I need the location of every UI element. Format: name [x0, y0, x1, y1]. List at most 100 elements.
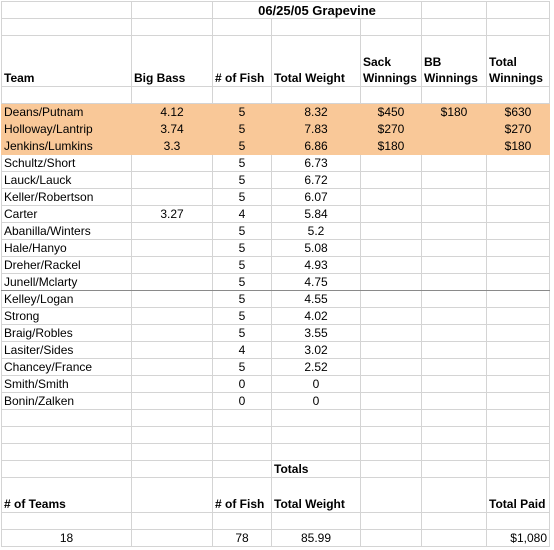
cell-team[interactable]: Dreher/Rackel: [1, 256, 132, 274]
totals-num-teams[interactable]: 18: [1, 529, 132, 547]
cell-total-winnings[interactable]: [486, 239, 550, 257]
cell-bb-winnings[interactable]: $180: [421, 103, 487, 121]
cell-team[interactable]: Schultz/Short: [1, 154, 132, 172]
cell-big-bass[interactable]: [131, 188, 213, 206]
cell-big-bass[interactable]: [131, 154, 213, 172]
totals-total-weight[interactable]: 85.99: [271, 529, 361, 547]
cell-big-bass[interactable]: [131, 307, 213, 325]
cell-team[interactable]: Abanilla/Winters: [1, 222, 132, 240]
cell-team[interactable]: Junell/Mclarty: [1, 273, 132, 291]
cell-big-bass[interactable]: [131, 341, 213, 359]
cell-num-fish[interactable]: 5: [212, 307, 272, 325]
cell-total-weight[interactable]: 4.93: [271, 256, 361, 274]
cell-total-winnings[interactable]: [486, 205, 550, 223]
totals-num-fish[interactable]: 78: [212, 529, 272, 547]
sheet-title[interactable]: 06/25/05 Grapevine: [212, 1, 422, 19]
cell-bb-winnings[interactable]: [421, 358, 487, 376]
cell-num-fish[interactable]: 5: [212, 324, 272, 342]
header-team[interactable]: Team: [1, 35, 132, 87]
header-total-winnings[interactable]: Total Winnings: [486, 35, 550, 87]
cell-bb-winnings[interactable]: [421, 256, 487, 274]
cell-big-bass[interactable]: [131, 239, 213, 257]
cell-total-weight[interactable]: 3.02: [271, 341, 361, 359]
header-bb-winnings[interactable]: BB Winnings: [421, 35, 487, 87]
cell-bb-winnings[interactable]: [421, 375, 487, 393]
cell-num-fish[interactable]: 5: [212, 120, 272, 138]
cell-total-winnings[interactable]: [486, 256, 550, 274]
cell-team[interactable]: Strong: [1, 307, 132, 325]
cell-total-weight[interactable]: 8.32: [271, 103, 361, 121]
cell-sack-winnings[interactable]: $450: [360, 103, 422, 121]
cell-bb-winnings[interactable]: [421, 154, 487, 172]
cell-team[interactable]: Carter: [1, 205, 132, 223]
cell-sack-winnings[interactable]: [360, 324, 422, 342]
cell-total-weight[interactable]: 5.08: [271, 239, 361, 257]
cell-bb-winnings[interactable]: [421, 341, 487, 359]
cell-sack-winnings[interactable]: [360, 205, 422, 223]
cell-total-weight[interactable]: 5.84: [271, 205, 361, 223]
cell-bb-winnings[interactable]: [421, 290, 487, 308]
cell-bb-winnings[interactable]: [421, 392, 487, 410]
cell-num-fish[interactable]: 4: [212, 341, 272, 359]
cell-sack-winnings[interactable]: [360, 358, 422, 376]
cell-bb-winnings[interactable]: [421, 273, 487, 291]
cell-team[interactable]: Holloway/Lantrip: [1, 120, 132, 138]
cell-total-weight[interactable]: 7.83: [271, 120, 361, 138]
cell-bb-winnings[interactable]: [421, 188, 487, 206]
cell-total-winnings[interactable]: $630: [486, 103, 550, 121]
cell-total-weight[interactable]: 4.02: [271, 307, 361, 325]
cell-total-weight[interactable]: 3.55: [271, 324, 361, 342]
cell-sack-winnings[interactable]: [360, 290, 422, 308]
cell-total-weight[interactable]: 6.73: [271, 154, 361, 172]
cell-total-winnings[interactable]: [486, 154, 550, 172]
cell-total-weight[interactable]: 0: [271, 375, 361, 393]
cell-team[interactable]: Kelley/Logan: [1, 290, 132, 308]
cell-total-winnings[interactable]: $180: [486, 137, 550, 155]
cell-team[interactable]: Keller/Robertson: [1, 188, 132, 206]
cell-num-fish[interactable]: 5: [212, 290, 272, 308]
cell-total-winnings[interactable]: [486, 324, 550, 342]
cell-total-winnings[interactable]: [486, 341, 550, 359]
cell-sack-winnings[interactable]: [360, 188, 422, 206]
cell-big-bass[interactable]: [131, 324, 213, 342]
header-sack-winnings[interactable]: Sack Winnings: [360, 35, 422, 87]
cell-bb-winnings[interactable]: [421, 171, 487, 189]
cell-big-bass[interactable]: [131, 171, 213, 189]
cell-num-fish[interactable]: 5: [212, 358, 272, 376]
cell-team[interactable]: Lauck/Lauck: [1, 171, 132, 189]
cell-total-weight[interactable]: 6.07: [271, 188, 361, 206]
cell-num-fish[interactable]: 5: [212, 239, 272, 257]
cell-num-fish[interactable]: 4: [212, 205, 272, 223]
cell-team[interactable]: Bonin/Zalken: [1, 392, 132, 410]
totals-num-fish-label[interactable]: # of Fish: [212, 477, 272, 513]
cell-team[interactable]: Jenkins/Lumkins: [1, 137, 132, 155]
cell-total-winnings[interactable]: [486, 188, 550, 206]
cell-team[interactable]: Deans/Putnam: [1, 103, 132, 121]
cell-sack-winnings[interactable]: $270: [360, 120, 422, 138]
cell-big-bass[interactable]: [131, 392, 213, 410]
cell-sack-winnings[interactable]: [360, 222, 422, 240]
cell-big-bass[interactable]: [131, 273, 213, 291]
cell-num-fish[interactable]: 5: [212, 273, 272, 291]
totals-num-teams-label[interactable]: # of Teams: [1, 477, 132, 513]
cell-bb-winnings[interactable]: [421, 120, 487, 138]
cell-big-bass[interactable]: [131, 358, 213, 376]
cell-total-winnings[interactable]: [486, 375, 550, 393]
cell-sack-winnings[interactable]: [360, 341, 422, 359]
cell-total-weight[interactable]: 4.75: [271, 273, 361, 291]
cell-bb-winnings[interactable]: [421, 205, 487, 223]
cell-total-weight[interactable]: 4.55: [271, 290, 361, 308]
cell-team[interactable]: Hale/Hanyo: [1, 239, 132, 257]
header-total-weight[interactable]: Total Weight: [271, 35, 361, 87]
cell-team[interactable]: Smith/Smith: [1, 375, 132, 393]
cell-big-bass[interactable]: 3.74: [131, 120, 213, 138]
cell-total-winnings[interactable]: [486, 273, 550, 291]
cell-num-fish[interactable]: 5: [212, 222, 272, 240]
cell-sack-winnings[interactable]: [360, 307, 422, 325]
cell-big-bass[interactable]: [131, 375, 213, 393]
cell-num-fish[interactable]: 0: [212, 392, 272, 410]
totals-total-weight-label[interactable]: Total Weight: [271, 477, 361, 513]
cell-big-bass[interactable]: [131, 290, 213, 308]
cell-big-bass[interactable]: [131, 256, 213, 274]
cell-sack-winnings[interactable]: [360, 239, 422, 257]
